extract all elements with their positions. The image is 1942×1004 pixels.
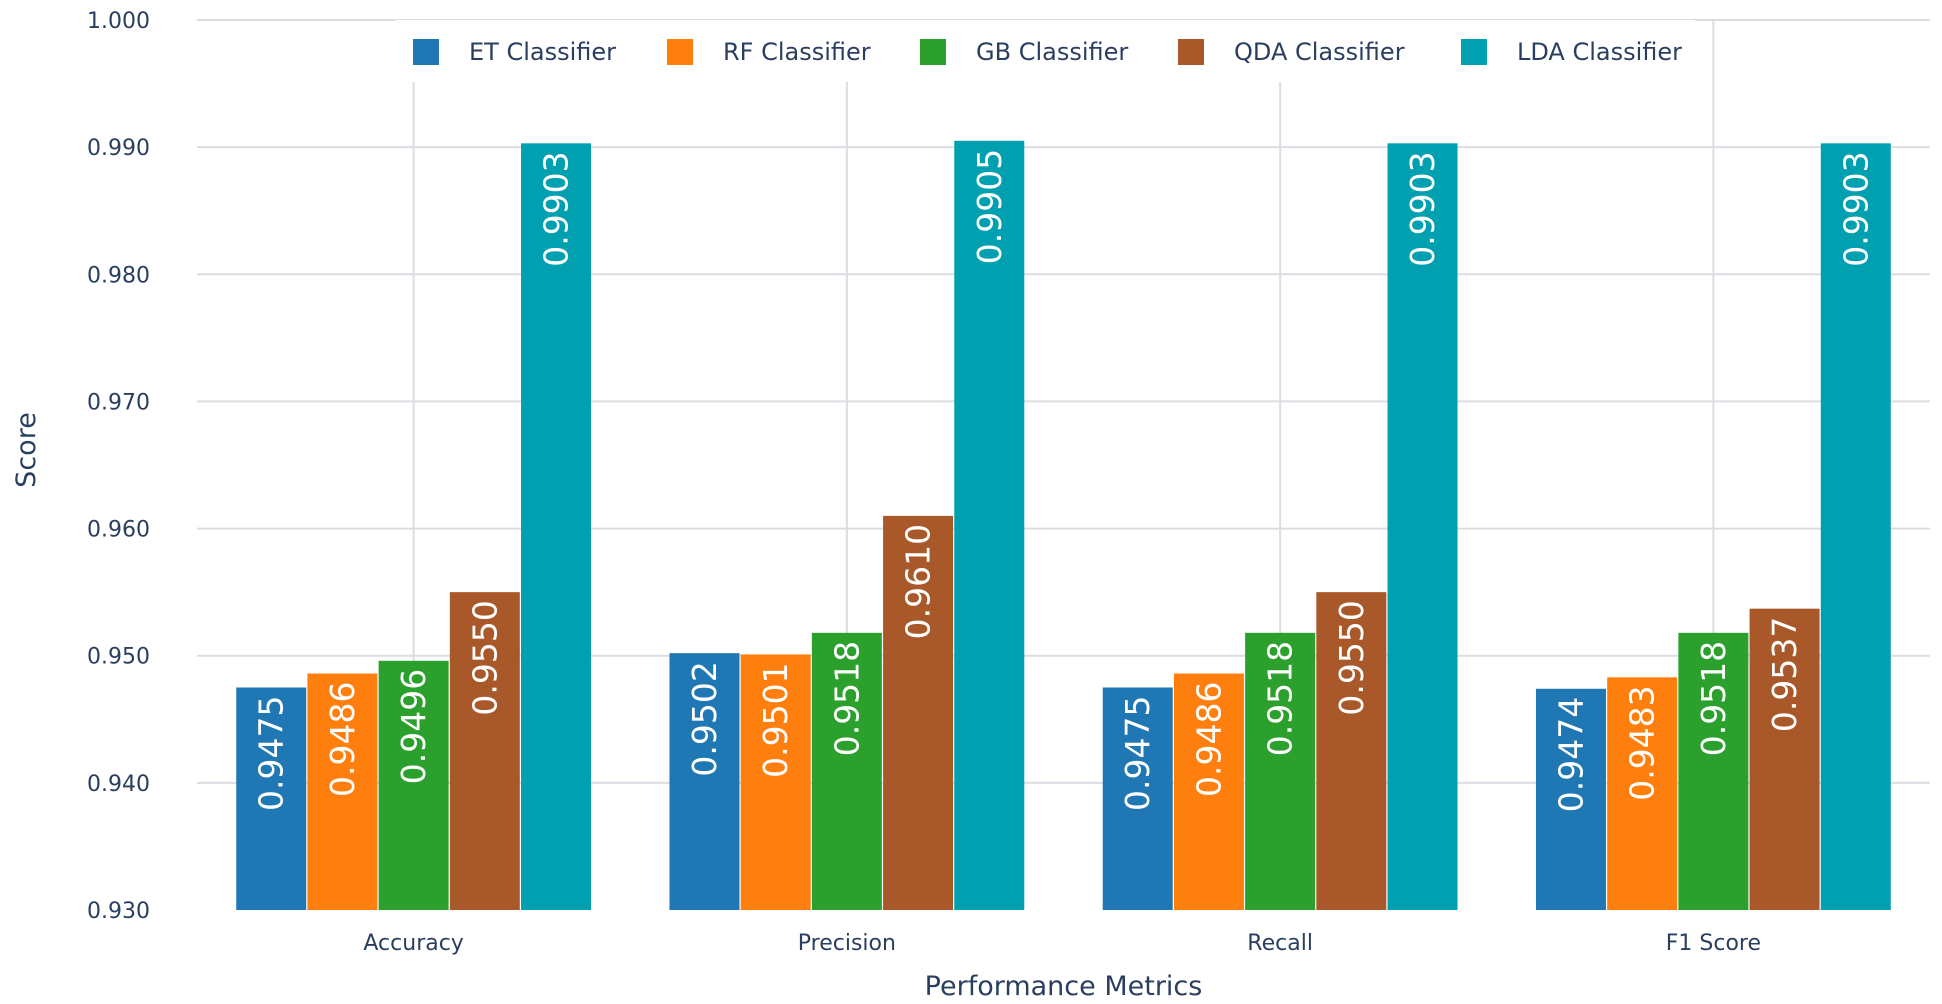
legend-item-et-classifier[interactable]: ET Classifier [413, 38, 616, 66]
bar-et-classifier-precision[interactable] [669, 653, 740, 910]
bar-gb-classifier-f1-score[interactable] [1678, 632, 1749, 910]
y-tick-label: 0.970 [87, 390, 150, 415]
legend-item-gb-classifier[interactable]: GB Classifier [920, 38, 1128, 66]
x-tick-label: Recall [1247, 931, 1313, 956]
bar-lda-classifier-recall[interactable] [1387, 143, 1458, 911]
bar-value-label: 0.9475 [252, 696, 291, 811]
y-axis-title: Score [11, 412, 42, 488]
x-tick-label: Precision [798, 931, 896, 956]
bar-rf-classifier-f1-score[interactable] [1607, 677, 1678, 910]
bar-value-label: 0.9502 [685, 661, 724, 776]
bar-value-label: 0.9610 [899, 524, 938, 639]
legend[interactable]: ET Classifier RF Classifier GB Classifier Q… [395, 20, 1695, 82]
bar-value-label: 0.9483 [1623, 685, 1662, 800]
bar-qda-classifier-f1-score[interactable] [1749, 608, 1820, 910]
x-tick-label: F1 Score [1666, 931, 1761, 956]
y-tick-label: 0.940 [87, 772, 150, 797]
legend-label: ET Classifier [469, 38, 616, 66]
bar-value-label: 0.9905 [970, 149, 1009, 264]
legend-label: RF Classifier [723, 38, 871, 66]
bar-value-label: 0.9501 [756, 662, 795, 777]
y-tick-label: 0.990 [87, 136, 150, 161]
bar-value-label: 0.9518 [827, 641, 866, 756]
bar-layer: 0.9475 0.9502 0.9475 0.9474 0.9486 0.9501 0.94… [236, 140, 1891, 911]
bar-rf-classifier-recall[interactable] [1173, 673, 1244, 910]
bar-gb-classifier-precision[interactable] [811, 632, 882, 910]
bar-lda-classifier-accuracy[interactable] [521, 143, 592, 911]
bar-value-label: 0.9518 [1261, 641, 1300, 756]
x-axis-title: Performance Metrics [925, 971, 1203, 1002]
y-tick-label: 0.960 [87, 518, 150, 543]
bar-value-label: 0.9496 [394, 669, 433, 784]
bar-value-label: 0.9475 [1118, 696, 1157, 811]
bar-value-label: 0.9550 [465, 600, 504, 715]
legend-item-qda-classifier[interactable]: QDA Classifier [1178, 38, 1405, 66]
bar-lda-classifier-f1-score[interactable] [1820, 143, 1891, 911]
bar-et-classifier-accuracy[interactable] [236, 687, 307, 911]
legend-swatch [920, 39, 946, 65]
bar-value-label: 0.9903 [1836, 151, 1875, 266]
y-tick-label: 0.950 [87, 645, 150, 670]
y-tick-label: 1.000 [87, 9, 150, 34]
legend-swatch [413, 39, 439, 65]
bar-value-label: 0.9518 [1694, 641, 1733, 756]
bar-rf-classifier-precision[interactable] [740, 654, 811, 910]
legend-label: LDA Classifier [1517, 38, 1682, 66]
x-tick-label: Accuracy [363, 931, 463, 956]
bar-qda-classifier-precision[interactable] [883, 515, 954, 910]
bar-rf-classifier-accuracy[interactable] [307, 673, 378, 910]
y-axis-ticks: 0.930 0.940 0.950 0.960 0.970 0.980 0.990 1.000 [87, 9, 150, 924]
bar-value-label: 0.9537 [1765, 617, 1804, 732]
bar-qda-classifier-recall[interactable] [1316, 592, 1387, 910]
bar-et-classifier-f1-score[interactable] [1535, 688, 1606, 910]
bar-value-label: 0.9486 [323, 682, 362, 797]
y-tick-label: 0.980 [87, 263, 150, 288]
bar-qda-classifier-accuracy[interactable] [449, 592, 520, 910]
legend-swatch [667, 39, 693, 65]
bar-value-label: 0.9550 [1332, 600, 1371, 715]
legend-item-rf-classifier[interactable]: RF Classifier [667, 38, 871, 66]
bar-value-label: 0.9486 [1189, 682, 1228, 797]
y-tick-label: 0.930 [87, 899, 150, 924]
bar-gb-classifier-recall[interactable] [1245, 632, 1316, 910]
bar-gb-classifier-accuracy[interactable] [378, 660, 449, 910]
legend-item-lda-classifier[interactable]: LDA Classifier [1461, 38, 1682, 66]
bar-lda-classifier-precision[interactable] [954, 140, 1025, 911]
legend-label: GB Classifier [976, 38, 1128, 66]
bar-value-label: 0.9903 [537, 151, 576, 266]
legend-swatch [1461, 39, 1487, 65]
bar-value-label: 0.9903 [1403, 151, 1442, 266]
legend-label: QDA Classifier [1234, 38, 1405, 66]
bar-et-classifier-recall[interactable] [1102, 687, 1173, 911]
bar-value-label: 0.9474 [1551, 697, 1590, 812]
x-axis-ticks: Accuracy Precision Recall F1 Score [363, 931, 1761, 956]
legend-swatch [1178, 39, 1204, 65]
